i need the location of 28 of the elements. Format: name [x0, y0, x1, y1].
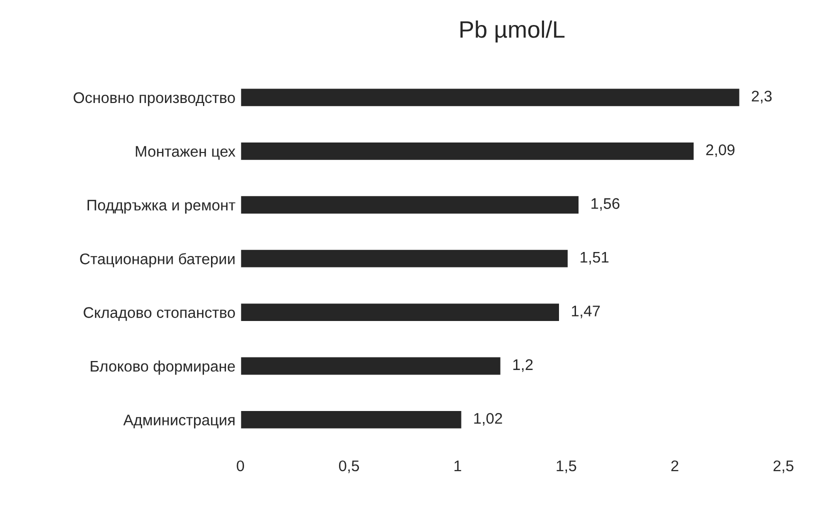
y-tick-label: Монтажен цех	[136, 146, 236, 160]
data-label: 2,3	[752, 90, 772, 104]
x-tick-label: 2	[671, 460, 678, 472]
y-tick-label: Поддръжка и ремонт	[88, 200, 236, 214]
x-tick-label: 0	[236, 460, 244, 472]
y-tick-label: Складово стопанство	[84, 307, 235, 321]
data-label: 1,2	[513, 359, 533, 372]
y-tick-label: Основно производство	[74, 92, 235, 106]
data-label: 1,02	[474, 412, 502, 426]
x-tick-label: 2,5	[774, 460, 794, 474]
data-label: 1,47	[572, 306, 600, 318]
bar	[240, 87, 741, 108]
y-tick-label: Стационарни батерии	[80, 252, 234, 268]
x-tick-label: 0,5	[338, 460, 359, 474]
x-tick-label: 1	[454, 460, 462, 472]
chart-title: Pb µmol/L	[460, 20, 565, 43]
bar	[240, 356, 502, 376]
data-label: 1,56	[592, 198, 620, 211]
bar	[240, 248, 570, 269]
data-label: 2,09	[706, 144, 734, 158]
bar	[240, 302, 560, 322]
y-tick-label: Блоково формиране	[90, 360, 235, 375]
data-label: 1,51	[580, 252, 608, 264]
bar	[240, 194, 580, 215]
bar	[240, 141, 696, 162]
y-tick-label: Администрация	[123, 414, 234, 428]
x-tick-label: 1,5	[556, 460, 576, 474]
bar	[240, 410, 463, 430]
